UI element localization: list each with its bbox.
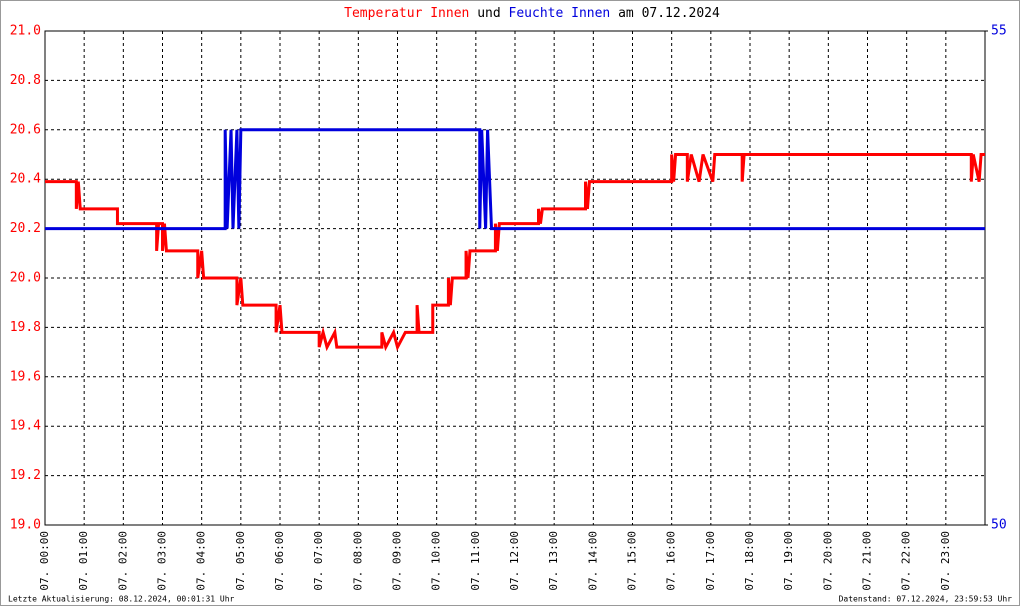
x-tick-label: 07. 06:00 [273,531,286,591]
plot-frame [44,30,986,526]
x-tick-label: 07. 00:00 [38,531,51,591]
y-tick-label: 20.8 [10,73,41,88]
y-tick-label: 20.4 [10,172,41,187]
x-tick-label: 07. 12:00 [508,531,521,591]
title-temperature: Temperatur Innen [344,6,469,21]
series-line [45,153,985,352]
x-tick-label: 07. 05:00 [234,531,247,591]
x-tick-label: 07. 17:00 [704,531,717,591]
y-tick-label: 19.8 [10,320,41,335]
y-tick-label: 20.0 [10,271,41,286]
y-tick-label: 20.6 [10,122,41,137]
x-tick-label: 07. 22:00 [900,531,913,591]
x-tick-label: 07. 08:00 [351,531,364,591]
footer-right: Datenstand: 07.12.2024, 23:59:53 Uhr [839,595,1013,604]
x-tick-label: 07. 15:00 [626,531,639,591]
x-tick-label: 07. 03:00 [156,531,169,591]
y2-tick-label: 50 [991,518,1007,533]
x-tick-label: 07. 01:00 [77,531,90,591]
y-tick-label: 19.4 [10,419,41,434]
x-tick-label: 07. 19:00 [782,531,795,591]
x-tick-label: 07. 02:00 [116,531,129,591]
x-tick-label: 07. 23:00 [939,531,952,591]
y-tick-label: 19.0 [10,518,41,533]
y2-tick-label: 55 [991,24,1007,39]
x-tick-label: 07. 21:00 [861,531,874,591]
title-humidity: Feuchte Innen [509,6,611,21]
x-tick-label: 07. 13:00 [547,531,560,591]
title-mid: und [477,6,500,21]
title-end: am 07.12.2024 [618,6,720,21]
x-tick-label: 07. 04:00 [195,531,208,591]
y-tick-label: 19.6 [10,369,41,384]
x-tick-label: 07. 09:00 [391,531,404,591]
series-line [45,128,985,231]
x-tick-label: 07. 16:00 [665,531,678,591]
x-tick-label: 07. 20:00 [821,531,834,591]
y-tick-label: 20.2 [10,221,41,236]
x-tick-label: 07. 14:00 [586,531,599,591]
x-tick-label: 07. 07:00 [312,531,325,591]
footer-left: Letzte Aktualisierung: 08.12.2024, 00:01… [8,595,235,604]
chart-title: Temperatur Innen und Feuchte Innen am 07… [344,6,720,21]
x-tick-label: 07. 18:00 [743,531,756,591]
y-tick-label: 19.2 [10,468,41,483]
x-tick-label: 07. 11:00 [469,531,482,591]
x-tick-label: 07. 10:00 [430,531,443,591]
y-tick-label: 21.0 [10,24,41,39]
